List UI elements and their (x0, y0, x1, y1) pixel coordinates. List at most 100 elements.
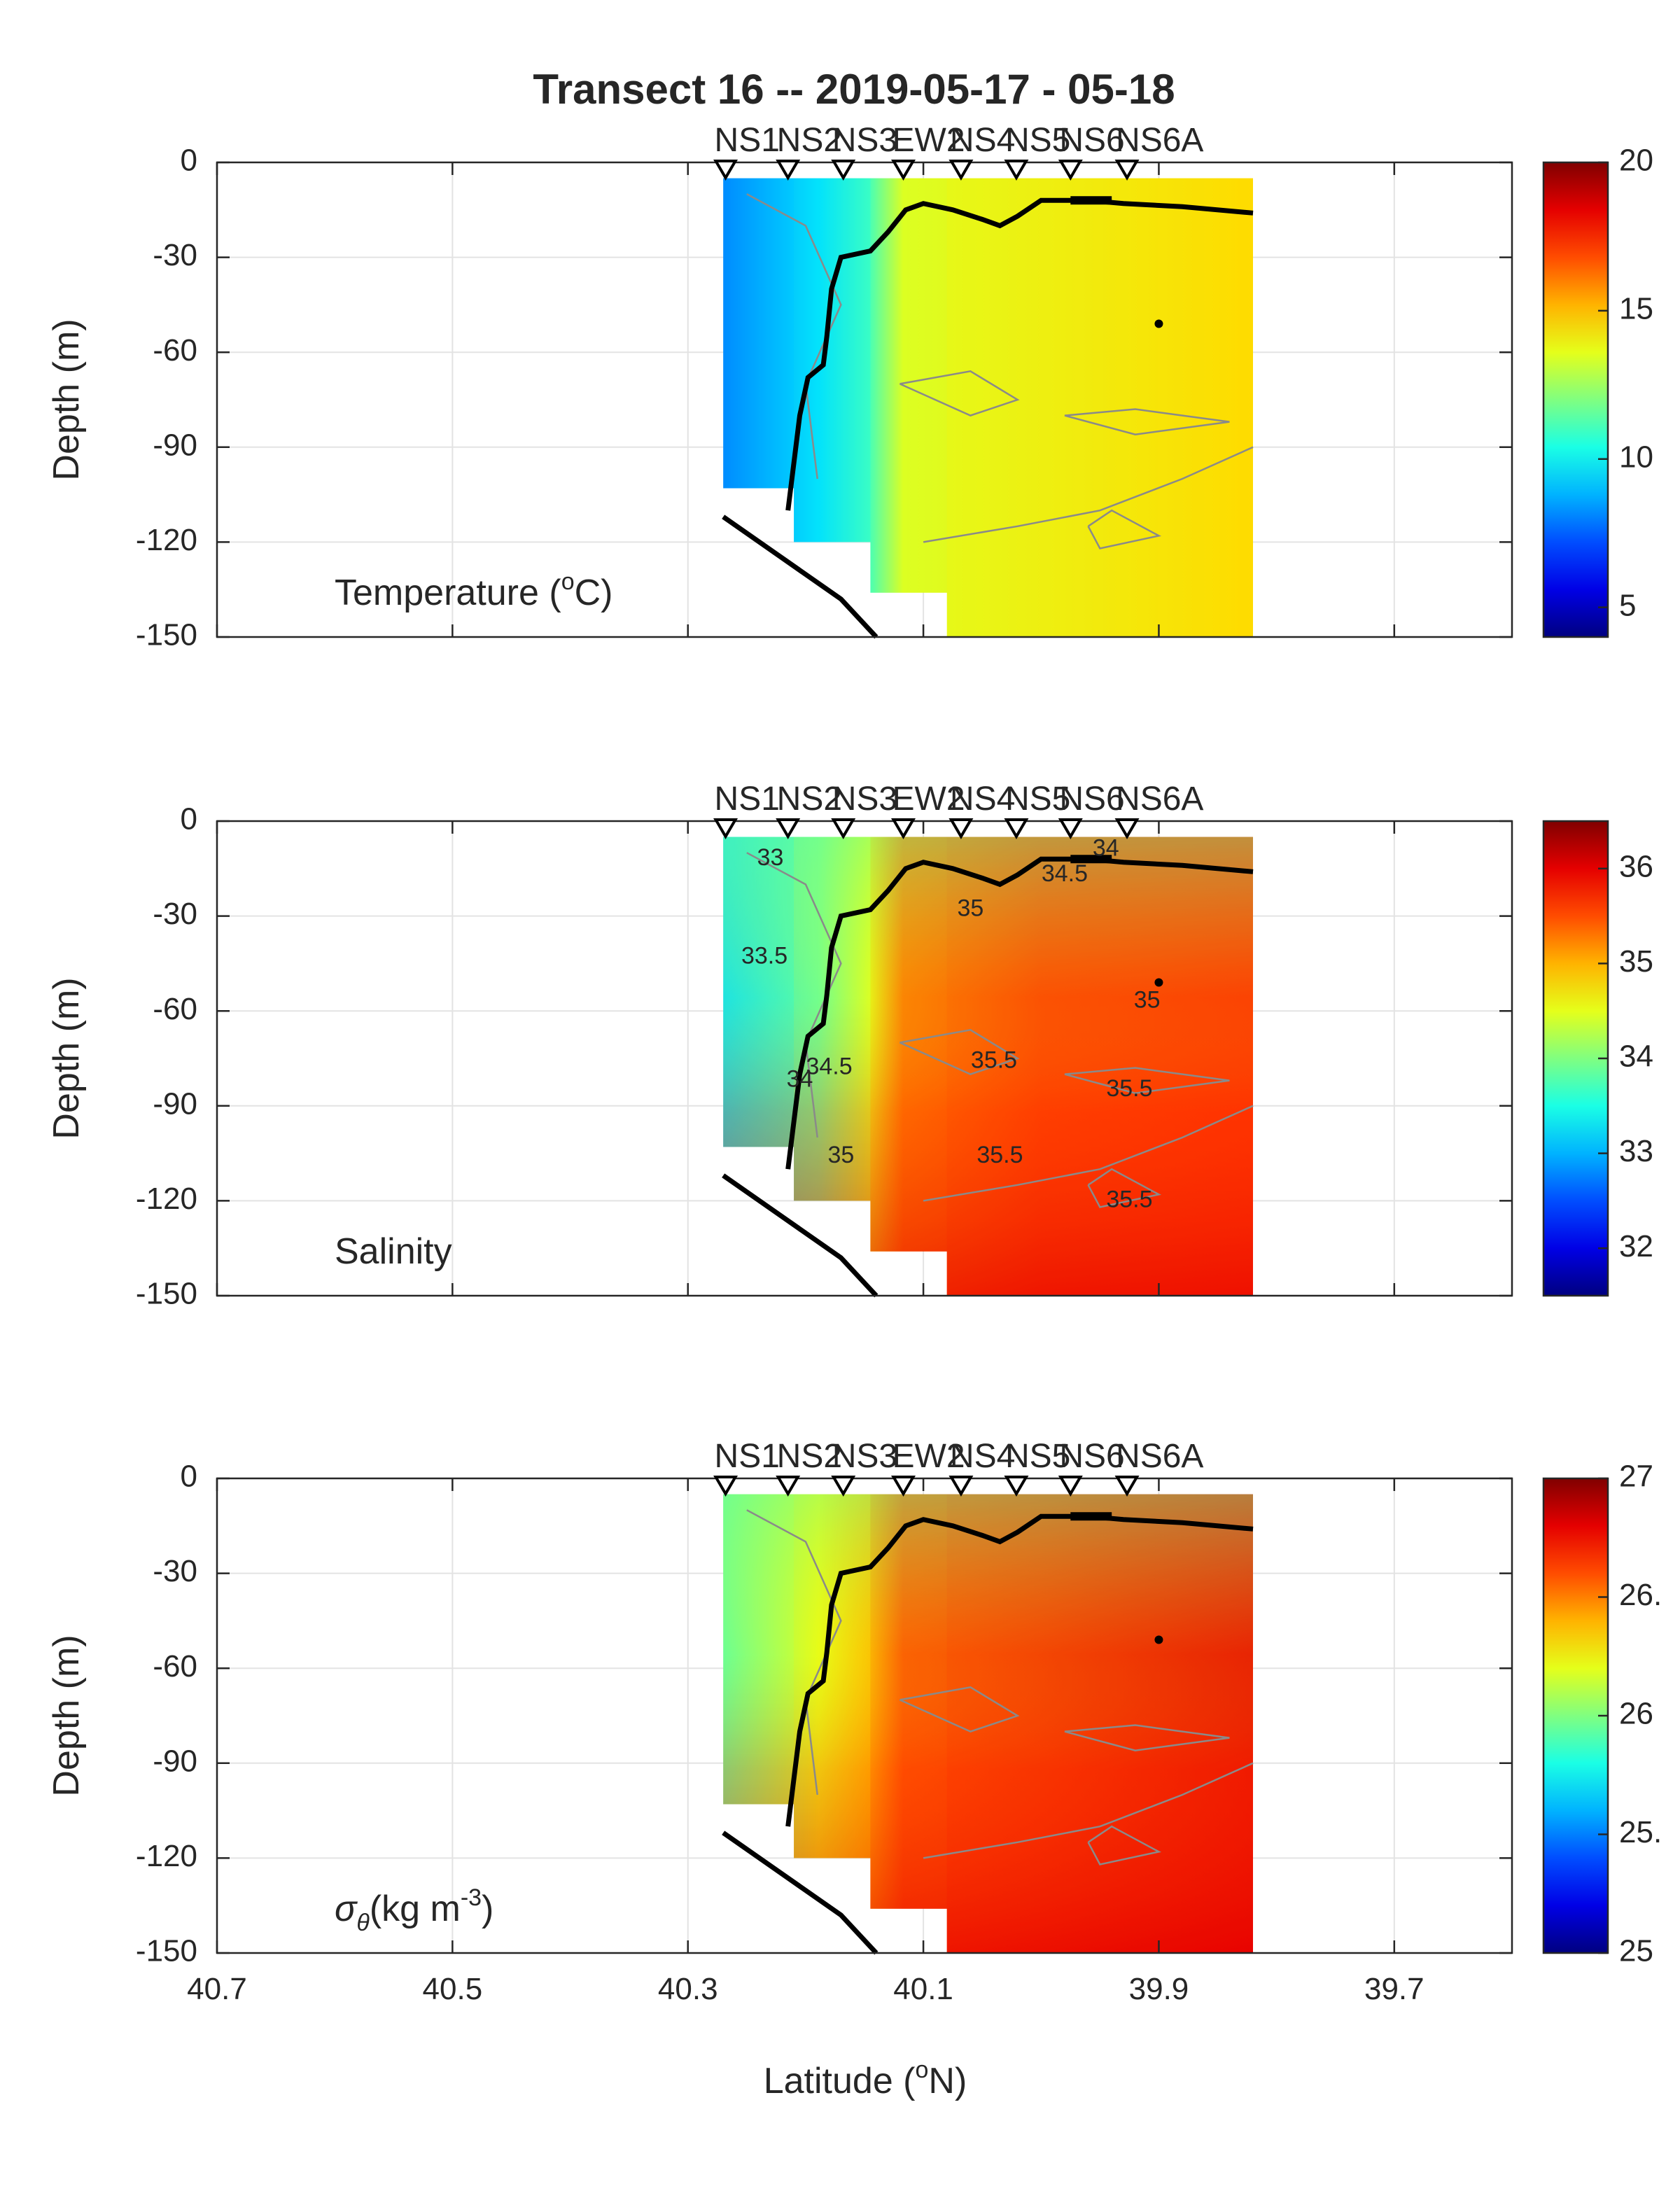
station-marker (713, 818, 738, 839)
station-marker (948, 160, 974, 181)
station-marker (948, 1476, 974, 1497)
station-marker (1004, 160, 1029, 181)
colorbar-tick-label: 5 (1619, 588, 1636, 622)
bottom-line (722, 514, 878, 639)
y-tick-label: -120 (136, 1182, 197, 1216)
contour-label: 35.5 (971, 1047, 1017, 1074)
contour-line (1064, 408, 1230, 435)
contour-line (1064, 1724, 1230, 1751)
station-label: NS4 (950, 122, 1015, 159)
field-block-1 (794, 1494, 871, 1858)
y-tick-label: -60 (153, 1649, 197, 1684)
station-label: NS6 (1059, 1438, 1124, 1475)
figure-title: Transect 16 -- 2019-05-17 - 05-18 (533, 66, 1175, 113)
field-block-2 (870, 836, 947, 1252)
field-block-3 (946, 178, 1253, 638)
colorbar-tick-label: 15 (1619, 292, 1653, 326)
station-marker (713, 160, 738, 181)
field-block-3 (946, 1494, 1253, 1953)
y-tick-label: -60 (153, 992, 197, 1026)
contour-label: 35.5 (976, 1142, 1023, 1168)
contour-line (746, 193, 842, 479)
station-marker (1004, 818, 1029, 839)
field-block-2 (870, 1494, 947, 1909)
contour-label: 34.5 (1042, 860, 1088, 887)
colorbar-tick-label: 33 (1619, 1134, 1653, 1168)
colorbar-tick-label: 26. (1619, 1578, 1662, 1612)
field-block-1 (794, 178, 871, 542)
contour-line (923, 446, 1254, 543)
x-tick-label: 39.9 (1129, 1972, 1189, 2006)
field-block-2 (870, 178, 947, 593)
heatmap-field-overlay (723, 178, 1253, 638)
y-axis-label: Depth (m) (46, 977, 87, 1139)
colorbar-tick-label: 27 (1619, 1460, 1653, 1494)
colorbar-tick-label: 32 (1619, 1229, 1653, 1264)
y-tick-label: -90 (153, 1744, 197, 1778)
colorbar-tick-label: 26 (1619, 1697, 1653, 1731)
station-label: NS2 (777, 122, 842, 159)
station-marker (1004, 1476, 1029, 1497)
field-block-0 (723, 836, 794, 1147)
y-tick-label: 0 (181, 144, 197, 178)
y-tick-label: 0 (181, 1460, 197, 1494)
station-label: NS4 (950, 1438, 1015, 1475)
y-tick-label: -120 (136, 1839, 197, 1873)
marker-point (1154, 1635, 1163, 1644)
y-tick-label: -30 (153, 897, 197, 931)
station-marker (891, 1476, 916, 1497)
contour-line (1064, 1067, 1230, 1094)
station-label: EW2 (892, 122, 965, 159)
station-marker (776, 818, 801, 839)
station-marker (1058, 1476, 1083, 1497)
contour-label: 34 (1093, 835, 1119, 862)
panel-1: 3333.53534.5343535.535.535.535.53434.535… (46, 780, 1653, 1311)
front-segment (1070, 855, 1112, 864)
y-tick-label: -150 (136, 1934, 197, 1968)
station-label: NS6 (1059, 780, 1124, 818)
bottom-line (722, 1830, 878, 1955)
y-tick-label: -150 (136, 618, 197, 652)
contour-label: 34 (787, 1066, 813, 1093)
colorbar-tick-label: 10 (1619, 440, 1653, 474)
colorbar (1542, 161, 1609, 638)
y-tick-label: -60 (153, 333, 197, 368)
station-label: NS5 (1005, 1438, 1070, 1475)
station-label: EW2 (892, 780, 965, 818)
y-tick-label: -30 (153, 1554, 197, 1588)
contour-label: 34.5 (806, 1054, 852, 1080)
station-marker (891, 160, 916, 181)
station-label: NS6A (1116, 1438, 1203, 1475)
y-tick-label: -30 (153, 238, 197, 272)
contour-line (923, 1105, 1254, 1202)
axes-box (216, 1477, 1513, 1954)
front-segment (1070, 196, 1112, 205)
colorbar-tick-label: 20 (1619, 144, 1653, 178)
x-tick-label: 39.7 (1364, 1972, 1424, 2006)
contour-label: 33.5 (741, 942, 788, 969)
y-tick-label: -150 (136, 1277, 197, 1311)
panel-label: σθ(kg m-3) (335, 1884, 493, 1936)
station-label: NS3 (832, 1438, 897, 1475)
y-tick-label: -90 (153, 1086, 197, 1121)
station-label: EW2 (892, 1438, 965, 1475)
station-marker (948, 818, 974, 839)
y-tick-label: 0 (181, 802, 197, 836)
station-label: NS6A (1116, 122, 1203, 159)
contour-line (1087, 509, 1162, 550)
y-tick-label: -90 (153, 428, 197, 462)
colorbar-tick-label: 35 (1619, 944, 1653, 979)
colorbar-tick-label: 34 (1619, 1040, 1653, 1074)
x-tick-label: 40.1 (893, 1972, 953, 2006)
contour-line (899, 370, 1020, 416)
field-block-3 (946, 836, 1253, 1296)
station-label: NS6 (1059, 122, 1124, 159)
colorbar (1542, 820, 1609, 1297)
station-label: NS5 (1005, 780, 1070, 818)
field-block-0 (723, 178, 794, 489)
station-label: NS1 (715, 780, 780, 818)
x-tick-label: 40.7 (187, 1972, 247, 2006)
station-marker (776, 160, 801, 181)
panel-2: 0 -30 -60 -90 -120 -150 40.7 40.5 40.3 40.1 39.9 39… (46, 1438, 1662, 2006)
